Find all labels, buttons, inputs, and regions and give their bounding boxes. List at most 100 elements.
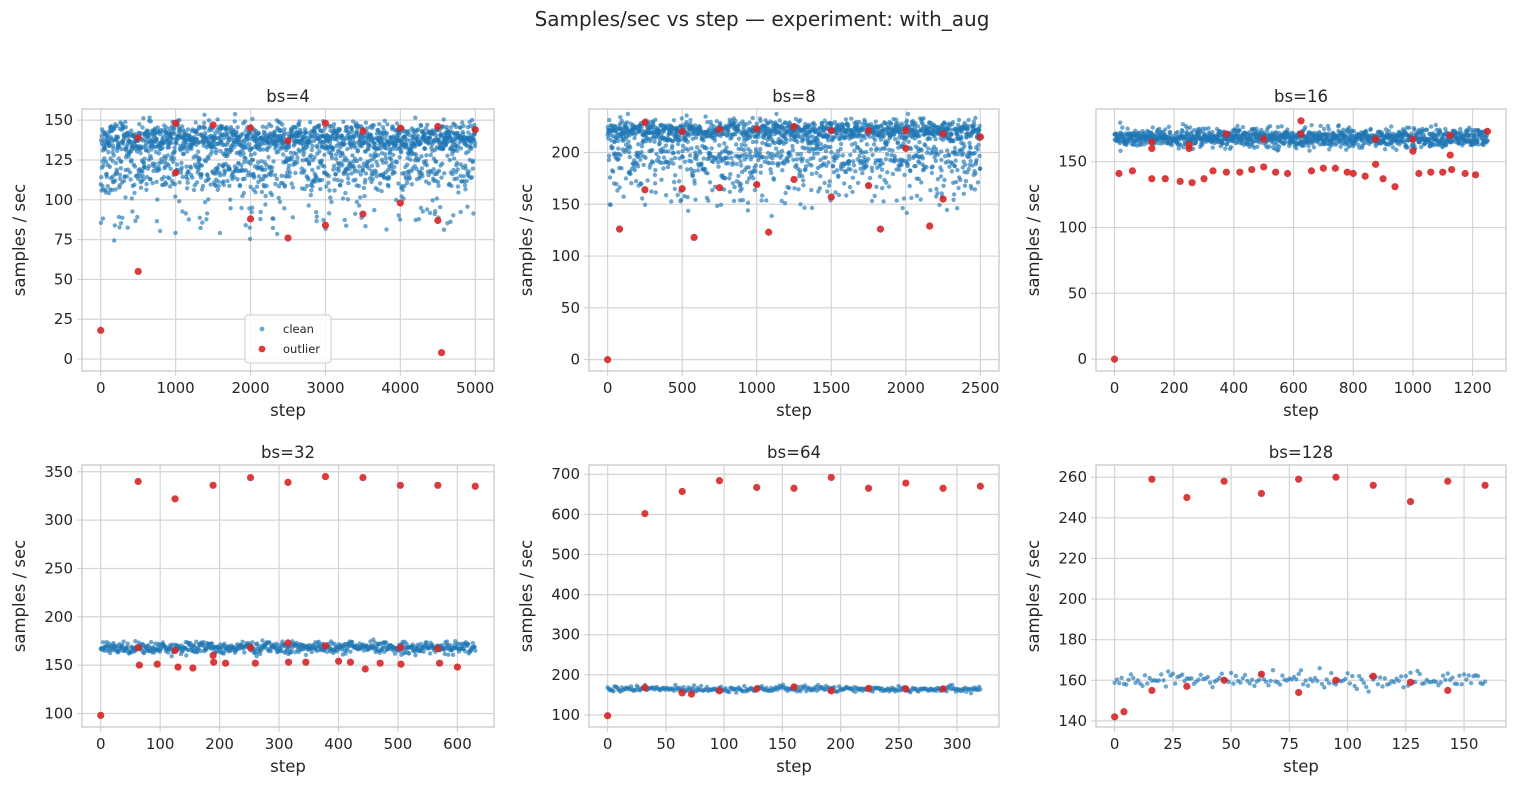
clean-point [728, 172, 733, 177]
clean-point [218, 148, 223, 154]
clean-point [372, 207, 377, 213]
clean-point [302, 186, 307, 192]
clean-point [422, 146, 428, 151]
clean-point [1237, 128, 1242, 133]
clean-point [160, 145, 165, 150]
clean-point [619, 166, 624, 171]
clean-point [758, 163, 764, 169]
clean-point [189, 146, 194, 152]
clean-point [955, 206, 960, 211]
clean-point [760, 140, 765, 146]
clean-point [393, 142, 399, 147]
clean-point [715, 203, 720, 209]
clean-point [741, 147, 747, 153]
clean-point [685, 195, 690, 200]
clean-point [809, 187, 814, 193]
y-tick-label: 75 [54, 231, 73, 249]
clean-point [798, 202, 803, 207]
clean-point [356, 183, 362, 189]
clean-point [823, 155, 828, 160]
clean-point [384, 130, 389, 135]
clean-point [336, 164, 342, 170]
clean-point [346, 180, 351, 186]
clean-point [191, 187, 197, 193]
clean-point [159, 160, 164, 165]
clean-point [166, 144, 172, 150]
clean-point [186, 217, 191, 222]
clean-point [329, 155, 335, 161]
clean-point [470, 166, 475, 171]
outlier-point [753, 180, 761, 189]
outlier-point [396, 199, 404, 207]
clean-point [242, 159, 247, 165]
clean-point [409, 182, 414, 187]
clean-point [661, 155, 667, 160]
clean-point [853, 141, 858, 146]
clean-point [1255, 144, 1260, 149]
clean-point [373, 170, 379, 175]
clean-point [180, 209, 185, 214]
outlier-point [765, 228, 773, 236]
clean-point [783, 120, 789, 126]
clean-point [199, 172, 204, 177]
clean-point [177, 180, 182, 185]
clean-point [414, 166, 419, 172]
clean-point [809, 171, 815, 177]
clean-point [625, 111, 631, 117]
clean-point [451, 213, 456, 218]
clean-point [838, 141, 844, 147]
clean-point [298, 130, 303, 135]
clean-point [185, 149, 190, 154]
clean-point [658, 160, 664, 166]
clean-point [363, 171, 369, 176]
clean-point [144, 187, 149, 192]
clean-point [727, 189, 733, 194]
clean-point [629, 181, 634, 186]
clean-point [1294, 146, 1299, 151]
clean-point [103, 130, 108, 135]
clean-point [383, 160, 389, 165]
clean-point [248, 161, 253, 166]
clean-point [951, 197, 956, 202]
clean-point [722, 175, 728, 181]
clean-point [675, 141, 681, 147]
clean-point [780, 168, 785, 173]
clean-point [641, 162, 646, 168]
clean-point [1277, 144, 1282, 149]
clean-point [784, 139, 789, 145]
panel-bs-16: 0 200 400 600 800 1000 1200050100150bs=16steps… [1024, 87, 1507, 420]
clean-point [129, 158, 134, 163]
clean-point [195, 131, 200, 137]
clean-point [714, 119, 719, 124]
clean-point [250, 157, 256, 163]
clean-point [794, 157, 799, 162]
clean-point [826, 138, 831, 143]
clean-point [745, 200, 751, 205]
clean-point [1228, 144, 1234, 150]
clean-point [688, 166, 694, 172]
clean-point [947, 164, 952, 169]
clean-point [858, 166, 863, 171]
clean-point [133, 218, 138, 224]
clean-point [782, 201, 788, 206]
clean-point [205, 211, 210, 216]
axes-frame [588, 108, 1000, 372]
outlier-series [604, 118, 984, 364]
clean-point [418, 141, 423, 146]
clean-point [175, 162, 180, 167]
clean-point [115, 134, 121, 139]
clean-point [309, 147, 314, 153]
clean-point [610, 145, 615, 150]
clean-point [748, 149, 753, 154]
clean-point [272, 129, 277, 134]
clean-point [202, 120, 207, 126]
clean-point [744, 122, 749, 127]
clean-point [764, 198, 769, 203]
clean-point [767, 161, 772, 166]
x-tick-label: 500 [668, 379, 697, 397]
clean-point [242, 119, 248, 124]
clean-point [709, 146, 714, 151]
clean-point [113, 160, 119, 166]
clean-point [830, 164, 836, 169]
clean-point [785, 159, 791, 164]
